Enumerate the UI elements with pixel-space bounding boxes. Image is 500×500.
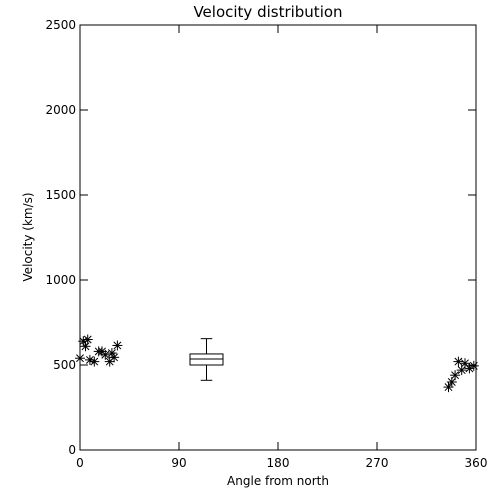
y-tick-label: 2000 [45,103,76,117]
data-point [112,340,123,351]
y-axis: 0 500 1000 1500 2000 2500 [45,18,476,457]
data-point [89,356,100,367]
data-point [80,341,91,352]
y-tick-label: 0 [68,443,76,457]
x-tick-label: 90 [171,456,186,470]
plot-frame [79,24,477,451]
data-point [450,370,461,381]
y-tick-label: 1500 [45,188,76,202]
scatter-points [75,334,479,393]
y-tick-label: 1000 [45,273,76,287]
data-point [109,352,120,363]
x-axis: 0 90 180 270 360 [76,25,487,470]
boxplot [189,338,224,381]
x-tick-label: 0 [76,456,84,470]
y-tick-label: 500 [53,358,76,372]
x-tick-label: 270 [366,456,389,470]
data-point [464,363,475,374]
x-axis-label: Angle from north [227,474,329,488]
data-point [82,334,93,345]
data-point [453,356,464,367]
data-point [468,360,479,371]
data-point [100,349,111,360]
data-point [75,353,85,364]
data-point [443,382,454,393]
x-tick-label: 360 [465,456,488,470]
data-point [84,354,95,365]
y-axis-label: Velocity (km/s) [21,192,35,281]
y-tick-label: 2500 [45,18,76,32]
x-tick-label: 180 [267,456,290,470]
chart-title: Velocity distribution [193,3,342,21]
